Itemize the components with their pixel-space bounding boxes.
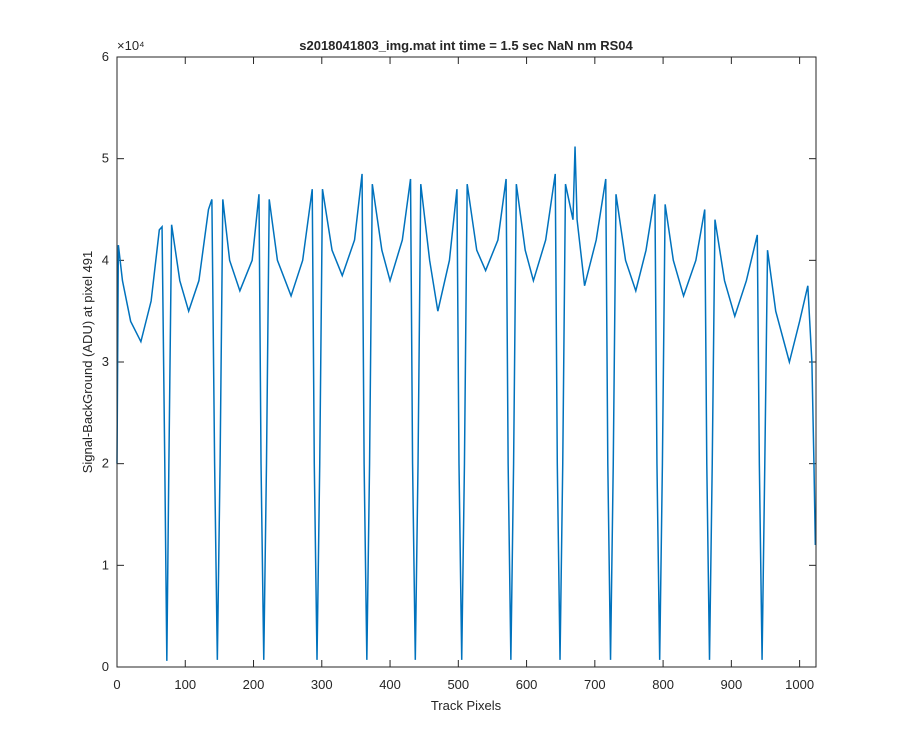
x-tick-label: 200 (243, 677, 265, 692)
chart-title: s2018041803_img.mat int time = 1.5 sec N… (299, 38, 633, 53)
y-tick-label: 3 (102, 354, 109, 369)
y-tick-label: 0 (102, 659, 109, 674)
y-tick-label: 6 (102, 49, 109, 64)
y-tick-label: 4 (102, 252, 109, 267)
x-axis-label: Track Pixels (431, 698, 502, 713)
x-tick-label: 900 (721, 677, 743, 692)
y-tick-label: 1 (102, 557, 109, 572)
y-tick-label: 5 (102, 151, 109, 166)
x-tick-label: 400 (379, 677, 401, 692)
x-tick-label: 800 (652, 677, 674, 692)
data-line (116, 146, 817, 661)
x-tick-label: 1000 (785, 677, 814, 692)
y-axis-label: Signal-BackGround (ADU) at pixel 491 (80, 251, 95, 474)
x-tick-label: 500 (447, 677, 469, 692)
x-tick-label: 300 (311, 677, 333, 692)
y-tick-label: 2 (102, 456, 109, 471)
x-tick-label: 600 (516, 677, 538, 692)
x-tick-label: 100 (174, 677, 196, 692)
y-exponent-label: ×10⁴ (117, 38, 145, 53)
plot-area (117, 57, 816, 667)
x-tick-label: 0 (113, 677, 120, 692)
x-tick-label: 700 (584, 677, 606, 692)
axes-box (116, 56, 817, 668)
